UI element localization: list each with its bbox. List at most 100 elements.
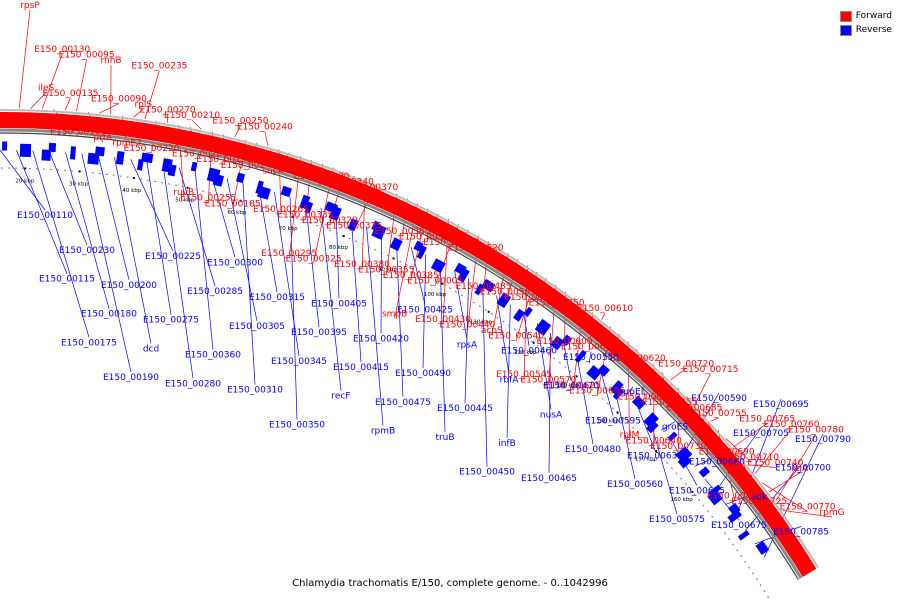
- reverse-gene-block: [41, 149, 51, 161]
- reverse-gene-label: E150_00700: [775, 464, 831, 474]
- reverse-label-leader: [146, 161, 172, 315]
- forward-gene-label: rplM: [620, 431, 640, 441]
- reverse-label-leader: [454, 270, 468, 340]
- reverse-gene-label: E150_00225: [145, 252, 201, 262]
- forward-gene-label: E150_00770: [780, 502, 836, 512]
- reverse-gene-block: [257, 186, 271, 200]
- reverse-gene-label: E150_00635: [669, 486, 725, 496]
- forward-gene-label: E150_00640: [626, 436, 682, 446]
- forward-label-leader: [601, 313, 606, 320]
- reverse-label-leader: [226, 178, 258, 321]
- reverse-gene-label: E150_00230: [59, 246, 115, 256]
- reverse-label-leader: [410, 246, 426, 305]
- reverse-label-leader: [335, 213, 340, 299]
- reverse-gene-block: [255, 180, 264, 195]
- forward-label-leader: [732, 423, 768, 448]
- forward-gene-label: E150_00725: [731, 497, 787, 507]
- forward-gene-label: E150_00730: [650, 442, 706, 452]
- forward-swatch: [839, 10, 852, 22]
- forward-gene-label: smpB: [382, 309, 407, 319]
- reverse-label-leader: [320, 207, 342, 391]
- reverse-gene-label: E150_00595: [585, 416, 641, 426]
- forward-gene-label: E150_00355: [358, 265, 414, 275]
- forward-gene-label: rpsI: [605, 348, 622, 358]
- reverse-label-leader: [114, 157, 152, 344]
- forward-gene-label: E150_00245: [221, 161, 277, 171]
- forward-gene-label: E150_00380: [334, 260, 390, 270]
- reverse-gene-block: [586, 365, 602, 381]
- reverse-gene-block: [675, 446, 693, 463]
- reverse-label-leader: [506, 304, 511, 439]
- scale-label: 110 kbp: [470, 320, 493, 326]
- reverse-gene-label: E150_00480: [565, 445, 621, 455]
- forward-gene-label: E150_00645: [618, 392, 674, 402]
- forward-gene-label: E150_00655: [642, 398, 698, 408]
- reverse-gene-label: E150_00310: [227, 386, 283, 396]
- reverse-gene-block: [328, 205, 342, 221]
- reverse-label-leader: [130, 159, 174, 252]
- legend-item-reverse: Reverse: [839, 23, 892, 37]
- forward-gene-label: E150_00545: [496, 370, 552, 380]
- reverse-gene-label: dcd: [143, 344, 159, 354]
- reverse-gene-block: [371, 223, 387, 240]
- forward-gene-label: E150_00620: [610, 354, 666, 364]
- reverse-label-leader: [588, 351, 592, 364]
- forward-gene-label: E150_00610: [577, 304, 633, 314]
- forward-gene-label: E150_00440: [439, 321, 495, 331]
- forward-gene-label: rpmG: [819, 508, 844, 518]
- reverse-gene-block: [512, 308, 525, 322]
- reverse-gene-label: rpsA: [457, 340, 478, 350]
- reverse-gene-label: E150_00660: [689, 458, 745, 468]
- reverse-gene-block: [496, 292, 512, 309]
- forward-gene-label: prfA: [93, 133, 113, 143]
- legend-label-forward: Forward: [855, 11, 892, 21]
- reverse-gene-block: [19, 143, 32, 158]
- reverse-gene-block: [534, 318, 552, 336]
- scale-label: 60 kbp: [227, 210, 246, 216]
- forward-gene-label: rnhB: [100, 56, 121, 66]
- scale-tick: [132, 176, 136, 180]
- forward-gene-label: E150_00270: [140, 106, 196, 116]
- forward-gene-label: E150_00390: [399, 232, 455, 242]
- forward-label-leader: [133, 108, 144, 118]
- reverse-gene-label: E150_00360: [185, 351, 241, 361]
- reverse-gene-label: E150_00560: [607, 480, 663, 490]
- reverse-gene-label: E150_00305: [229, 322, 285, 332]
- scale-tick: [532, 341, 535, 344]
- forward-strand-band: [0, 112, 817, 577]
- ring-outer-shadow: [0, 109, 819, 569]
- reverse-gene-labels: E150_00110 E150_00115 E150_00175 E150_00230…: [17, 211, 851, 537]
- scale-tick: [616, 411, 619, 414]
- forward-gene-label: E150_00005: [407, 277, 463, 287]
- reverse-label-leader: [523, 313, 530, 346]
- reverse-label-leader: [210, 174, 236, 258]
- scale-tick: [487, 310, 490, 313]
- forward-gene-label: ruvB: [173, 188, 194, 198]
- reverse-gene-label: rbfA: [500, 375, 520, 385]
- scale-label: 70 kbp: [279, 226, 298, 232]
- forward-gene-label: E150_00520: [448, 244, 504, 254]
- forward-label-leader: [41, 53, 63, 110]
- forward-gene-label: E150_00780: [788, 425, 844, 435]
- reverse-gene-label: E150_00575: [649, 515, 705, 525]
- forward-gene-label: E150_00365: [374, 227, 430, 237]
- scale-tick: [654, 449, 658, 453]
- forward-label-leader: [64, 97, 71, 111]
- forward-gene-label: E150_00375: [326, 221, 382, 231]
- reverse-label-leader: [613, 384, 636, 480]
- reverse-gene-block: [643, 412, 659, 428]
- reverse-gene-label: E150_00445: [437, 404, 493, 414]
- scale-tick: [691, 490, 694, 493]
- forward-gene-label: E150_00250: [212, 117, 268, 127]
- reverse-gene-label: E150_00475: [375, 398, 431, 408]
- forward-label-leader: [782, 510, 833, 518]
- reverse-label-leader: [625, 386, 634, 397]
- forward-gene-label: E150_00210: [164, 111, 220, 121]
- reverse-gene-label: E150_00790: [795, 435, 851, 445]
- forward-gene-label: E150_00265: [253, 205, 309, 215]
- reverse-gene-block: [667, 431, 678, 442]
- reverse-gene-label: E150_00115: [39, 275, 95, 285]
- forward-gene-labels: rpsPileSE150_00130E150_00100E150_00135E1…: [20, 1, 844, 518]
- forward-gene-label: E150_00485: [456, 282, 512, 292]
- reverse-label-leader: [482, 286, 488, 467]
